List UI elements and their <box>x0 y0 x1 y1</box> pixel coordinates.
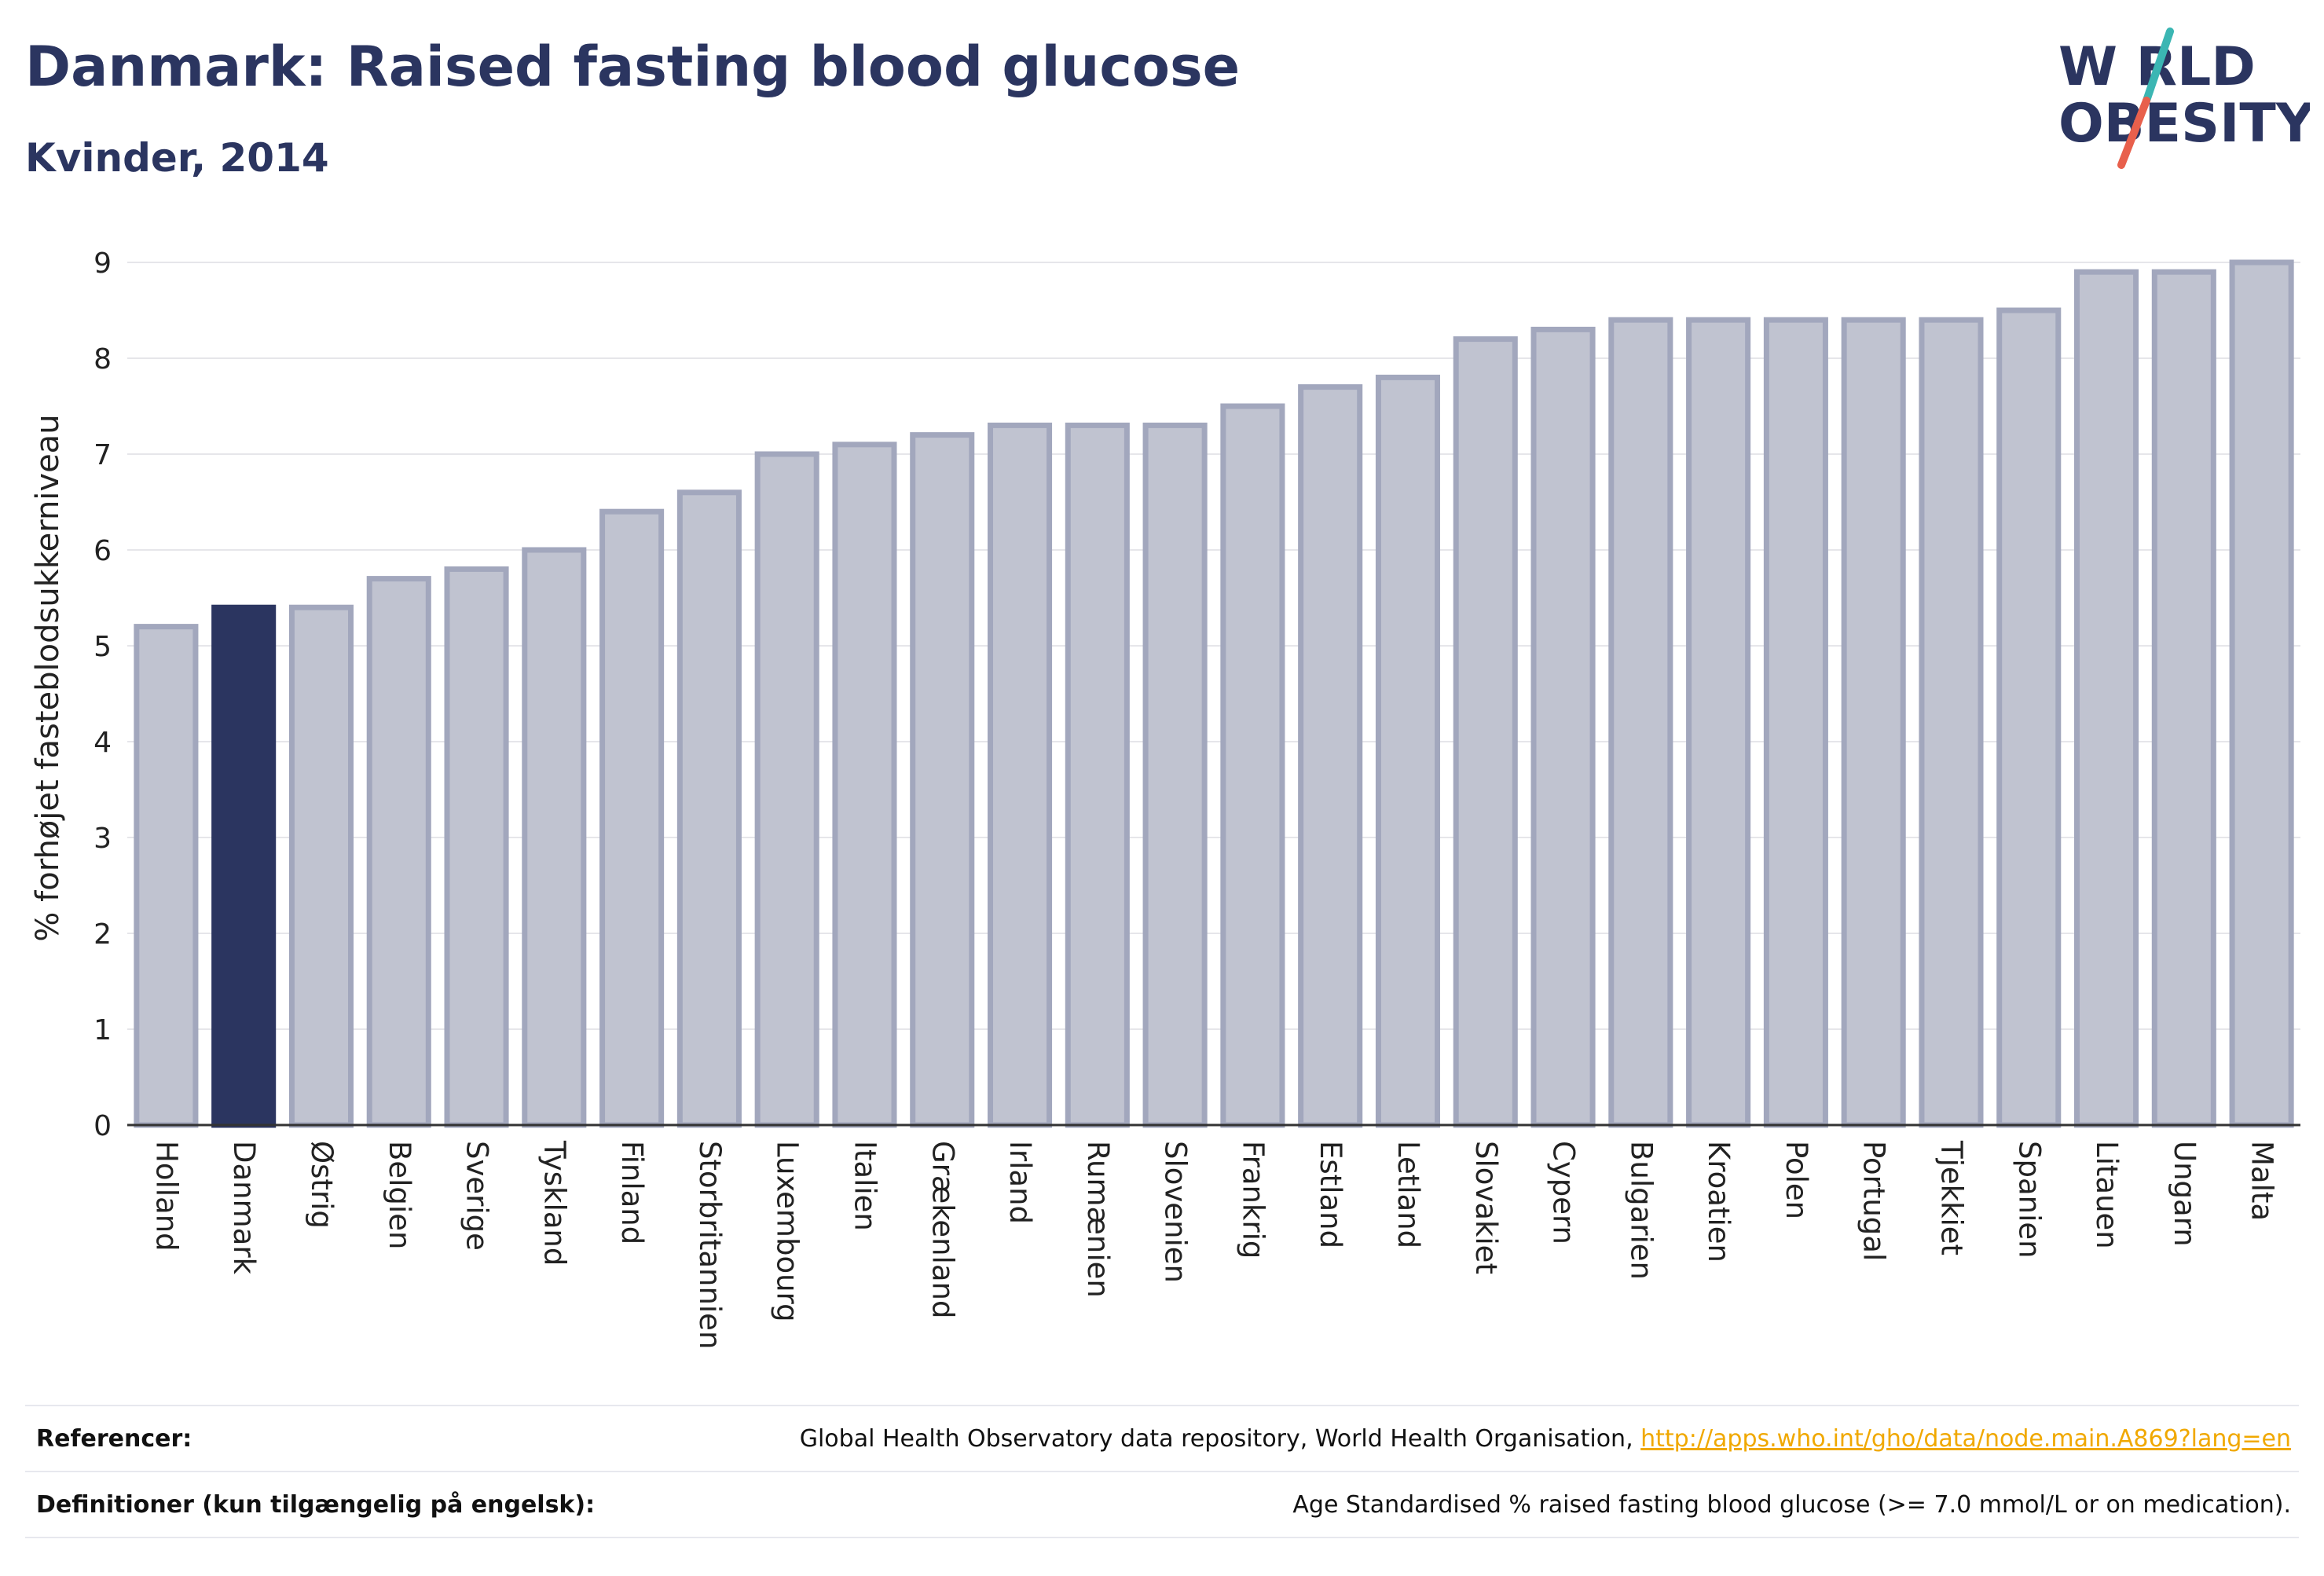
bar-slovakiet <box>1453 336 1518 1128</box>
bar-grækenland <box>910 432 975 1128</box>
x-tick-label: Polen <box>1780 1141 1813 1219</box>
x-tick-label: Østrig <box>305 1141 339 1229</box>
bar-slovenien <box>1142 422 1208 1128</box>
bar-danmark <box>211 604 277 1128</box>
bar-kroatien <box>1686 317 1751 1128</box>
bar-tjekkiet <box>1919 317 1984 1128</box>
y-tick-label: 8 <box>93 343 112 376</box>
logo-slash-red <box>2117 97 2150 169</box>
x-tick-label: Holland <box>149 1141 183 1252</box>
bar-belgien <box>366 576 431 1128</box>
bars <box>134 259 2294 1128</box>
x-tick-label: Litauen <box>2090 1141 2124 1249</box>
definitions-label: Definitioner (kun tilgængelig på engelsk… <box>36 1490 596 1519</box>
x-tick-label: Luxembourg <box>771 1141 805 1322</box>
x-tick-label: Ungarn <box>2168 1141 2201 1247</box>
x-tick-label: Sverige <box>460 1141 494 1251</box>
y-ticks: 0 1 2 3 4 5 6 7 8 9 <box>93 247 112 1142</box>
definitions-row: Definitioner (kun tilgængelig på engelsk… <box>25 1471 2299 1538</box>
x-tick-label: Rumænien <box>1081 1141 1115 1298</box>
chart-title: Danmark: Raised fasting blood glucose <box>25 35 1241 99</box>
bar-bulgarien <box>1608 317 1673 1128</box>
x-tick-label: Italien <box>848 1141 882 1231</box>
bar-portugal <box>1841 317 1906 1128</box>
bar-storbritannien <box>676 489 742 1128</box>
x-tick-label: Danmark <box>227 1141 261 1275</box>
y-tick-label: 7 <box>93 439 112 471</box>
bar-italien <box>832 442 897 1128</box>
x-tick-label: Tjekkiet <box>1934 1140 1968 1255</box>
bar-luxembourg <box>754 451 819 1128</box>
y-tick-label: 4 <box>93 727 112 759</box>
references-row: Referencer: Global Health Observatory da… <box>25 1405 2299 1471</box>
y-tick-label: 3 <box>93 823 112 855</box>
bar-finland <box>599 508 665 1128</box>
x-tick-label: Irland <box>1003 1141 1037 1224</box>
y-tick-label: 0 <box>93 1110 112 1142</box>
x-ticks: Holland Danmark Østrig Belgien Sverige Tyskla… <box>149 1140 2278 1349</box>
logo-line2: OBESITY <box>2058 93 2310 155</box>
x-tick-label: Slovakiet <box>1469 1141 1503 1274</box>
y-tick-label: 2 <box>93 918 112 951</box>
bar-frankrig <box>1220 403 1285 1128</box>
x-tick-label: Grækenland <box>926 1141 959 1318</box>
x-tick-label: Kroatien <box>1702 1141 1736 1263</box>
references-text: Global Health Observatory data repositor… <box>799 1424 1641 1453</box>
x-tick-label: Frankrig <box>1236 1141 1270 1259</box>
bar-spanien <box>1996 307 2062 1128</box>
bar-østrig <box>288 604 354 1128</box>
bar-litauen <box>2073 269 2139 1128</box>
x-tick-label: Slovenien <box>1159 1141 1193 1283</box>
logo-slash-teal <box>2143 27 2174 104</box>
references-link[interactable]: http://apps.who.int/gho/data/node.main.A… <box>1640 1424 2291 1453</box>
references-value: Global Health Observatory data repositor… <box>800 1425 2299 1453</box>
y-tick-label: 9 <box>93 247 112 280</box>
y-tick-label: 5 <box>93 631 112 663</box>
x-tick-label: Cypern <box>1547 1141 1581 1244</box>
bar-tyskland <box>522 547 587 1128</box>
world-obesity-logo: W RLD OBESITY <box>2058 27 2310 169</box>
x-tick-label: Finland <box>615 1141 649 1244</box>
bar-rumænien <box>1065 422 1130 1128</box>
definitions-value: Age Standardised % raised fasting blood … <box>1292 1490 2291 1519</box>
bar-letland <box>1375 374 1441 1128</box>
y-axis-label: % forhøjet fasteblodsukkerniveau <box>30 414 66 941</box>
x-tick-label: Letland <box>1391 1141 1425 1248</box>
x-tick-label: Spanien <box>2012 1141 2046 1259</box>
x-tick-label: Portugal <box>1857 1141 1891 1261</box>
footer: Referencer: Global Health Observatory da… <box>25 1405 2299 1538</box>
x-tick-label: Estland <box>1314 1141 1347 1248</box>
x-tick-label: Belgien <box>383 1141 416 1249</box>
chart-subtitle: Kvinder, 2014 <box>25 135 329 181</box>
bar-ungarn <box>2151 269 2216 1128</box>
bar-malta <box>2229 259 2294 1128</box>
bar-sverige <box>444 566 509 1128</box>
bar-irland <box>987 422 1053 1128</box>
references-label: Referencer: <box>36 1424 192 1453</box>
y-tick-label: 6 <box>93 535 112 567</box>
bar-cypern <box>1530 326 1596 1128</box>
bar-estland <box>1298 384 1363 1128</box>
x-tick-label: Tyskland <box>537 1140 571 1266</box>
bar-chart: 0 1 2 3 4 5 6 7 8 9 Holland Danmark Østrig Belgien Sv… <box>30 247 2300 1349</box>
x-tick-label: Bulgarien <box>1624 1141 1658 1280</box>
x-tick-label: Storbritannien <box>693 1141 727 1349</box>
bar-holland <box>134 624 199 1128</box>
bar-polen <box>1763 317 1828 1128</box>
y-tick-label: 1 <box>93 1014 112 1046</box>
x-tick-label: Malta <box>2245 1141 2279 1221</box>
